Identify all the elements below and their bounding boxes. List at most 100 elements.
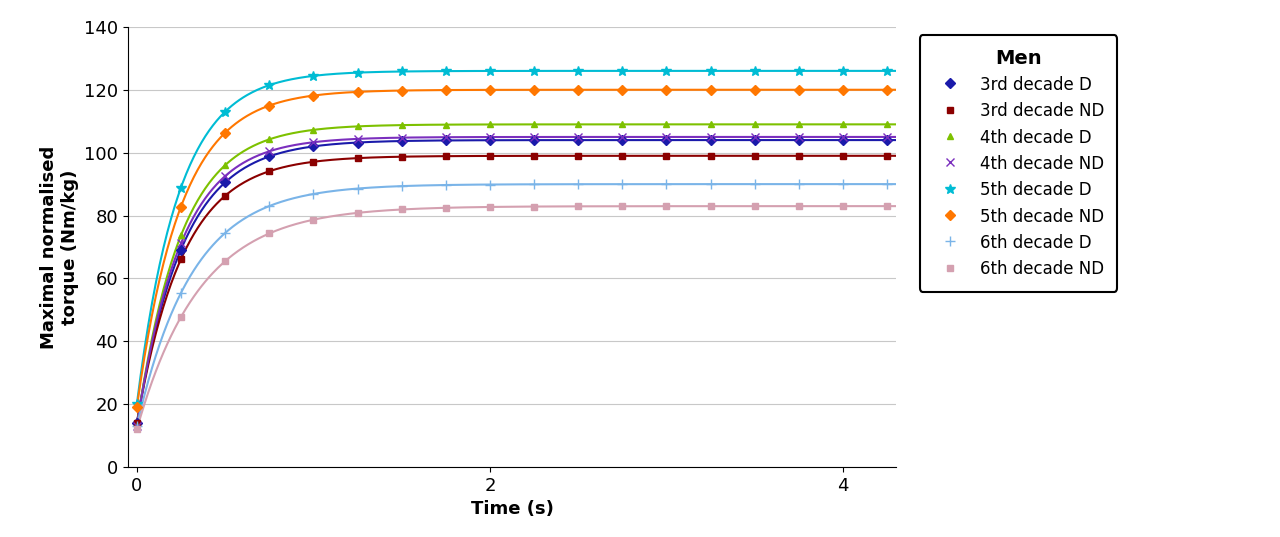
4th decade ND bbox=[836, 134, 851, 140]
6th decade ND bbox=[394, 206, 410, 213]
3rd decade D bbox=[748, 137, 763, 143]
3rd decade ND bbox=[614, 153, 630, 159]
6th decade ND bbox=[438, 205, 453, 211]
Line: 5th decade D: 5th decade D bbox=[132, 66, 892, 409]
4th decade ND bbox=[879, 134, 895, 140]
5th decade D bbox=[703, 68, 718, 74]
6th decade D bbox=[526, 181, 541, 187]
4th decade D bbox=[349, 123, 365, 129]
5th decade D bbox=[659, 68, 675, 74]
4th decade ND bbox=[571, 134, 586, 140]
4th decade D bbox=[129, 423, 145, 430]
4th decade D bbox=[659, 121, 675, 128]
5th decade D bbox=[879, 68, 895, 74]
Y-axis label: Maximal normalised
torque (Nm/kg): Maximal normalised torque (Nm/kg) bbox=[40, 146, 78, 349]
6th decade ND bbox=[261, 230, 276, 237]
6th decade D bbox=[218, 230, 233, 236]
5th decade ND bbox=[306, 92, 321, 99]
6th decade D bbox=[129, 423, 145, 430]
6th decade D bbox=[571, 181, 586, 187]
6th decade D bbox=[438, 182, 453, 188]
5th decade D bbox=[614, 68, 630, 74]
6th decade ND bbox=[483, 204, 498, 210]
Line: 3rd decade D: 3rd decade D bbox=[133, 136, 891, 426]
6th decade ND bbox=[571, 203, 586, 209]
4th decade ND bbox=[218, 173, 233, 179]
Line: 6th decade ND: 6th decade ND bbox=[134, 204, 890, 432]
5th decade ND bbox=[748, 86, 763, 93]
3rd decade D bbox=[836, 137, 851, 143]
3rd decade D bbox=[218, 179, 233, 186]
3rd decade D bbox=[129, 420, 145, 426]
3rd decade ND bbox=[748, 153, 763, 159]
3rd decade D bbox=[173, 246, 188, 253]
4th decade D bbox=[791, 121, 806, 128]
6th decade D bbox=[748, 181, 763, 187]
6th decade D bbox=[349, 185, 365, 192]
5th decade D bbox=[218, 108, 233, 115]
3rd decade ND bbox=[349, 155, 365, 161]
3rd decade D bbox=[879, 137, 895, 143]
5th decade D bbox=[571, 68, 586, 74]
4th decade ND bbox=[394, 134, 410, 141]
6th decade D bbox=[836, 181, 851, 187]
4th decade D bbox=[836, 121, 851, 128]
3rd decade ND bbox=[306, 158, 321, 165]
4th decade D bbox=[879, 121, 895, 128]
4th decade D bbox=[394, 122, 410, 128]
3rd decade D bbox=[571, 137, 586, 143]
5th decade ND bbox=[659, 86, 675, 93]
5th decade D bbox=[261, 82, 276, 89]
3rd decade ND bbox=[836, 153, 851, 159]
4th decade D bbox=[261, 136, 276, 143]
X-axis label: Time (s): Time (s) bbox=[471, 500, 553, 518]
5th decade ND bbox=[394, 88, 410, 94]
5th decade ND bbox=[526, 86, 541, 93]
6th decade D bbox=[879, 181, 895, 187]
4th decade D bbox=[218, 162, 233, 169]
5th decade ND bbox=[879, 86, 895, 93]
4th decade D bbox=[571, 121, 586, 128]
Legend: 3rd decade D, 3rd decade ND, 4th decade D, 4th decade ND, 5th decade D, 5th deca: 3rd decade D, 3rd decade ND, 4th decade … bbox=[920, 35, 1117, 292]
6th decade D bbox=[703, 181, 718, 187]
3rd decade ND bbox=[483, 153, 498, 159]
4th decade D bbox=[438, 121, 453, 128]
4th decade ND bbox=[261, 148, 276, 155]
4th decade ND bbox=[614, 134, 630, 140]
5th decade D bbox=[836, 68, 851, 74]
5th decade ND bbox=[614, 86, 630, 93]
5th decade ND bbox=[703, 86, 718, 93]
6th decade ND bbox=[306, 216, 321, 223]
6th decade ND bbox=[703, 203, 718, 209]
4th decade ND bbox=[659, 134, 675, 140]
3rd decade ND bbox=[438, 153, 453, 159]
3rd decade ND bbox=[571, 153, 586, 159]
3rd decade ND bbox=[659, 153, 675, 159]
3rd decade D bbox=[438, 137, 453, 144]
5th decade D bbox=[791, 68, 806, 74]
4th decade ND bbox=[438, 134, 453, 140]
3rd decade D bbox=[614, 137, 630, 143]
5th decade D bbox=[349, 69, 365, 76]
3rd decade D bbox=[483, 137, 498, 143]
3rd decade ND bbox=[129, 420, 145, 426]
3rd decade D bbox=[306, 143, 321, 150]
6th decade D bbox=[306, 191, 321, 197]
4th decade D bbox=[748, 121, 763, 128]
4th decade ND bbox=[306, 139, 321, 146]
6th decade ND bbox=[879, 203, 895, 209]
Line: 5th decade ND: 5th decade ND bbox=[133, 86, 891, 411]
Line: 4th decade D: 4th decade D bbox=[133, 121, 891, 430]
3rd decade D bbox=[791, 137, 806, 143]
6th decade D bbox=[791, 181, 806, 187]
3rd decade ND bbox=[526, 153, 541, 159]
4th decade D bbox=[483, 121, 498, 128]
6th decade D bbox=[261, 203, 276, 209]
6th decade D bbox=[614, 181, 630, 187]
3rd decade D bbox=[703, 137, 718, 143]
6th decade ND bbox=[659, 203, 675, 209]
5th decade ND bbox=[349, 89, 365, 95]
5th decade D bbox=[129, 401, 145, 408]
4th decade ND bbox=[791, 134, 806, 140]
6th decade D bbox=[659, 181, 675, 187]
